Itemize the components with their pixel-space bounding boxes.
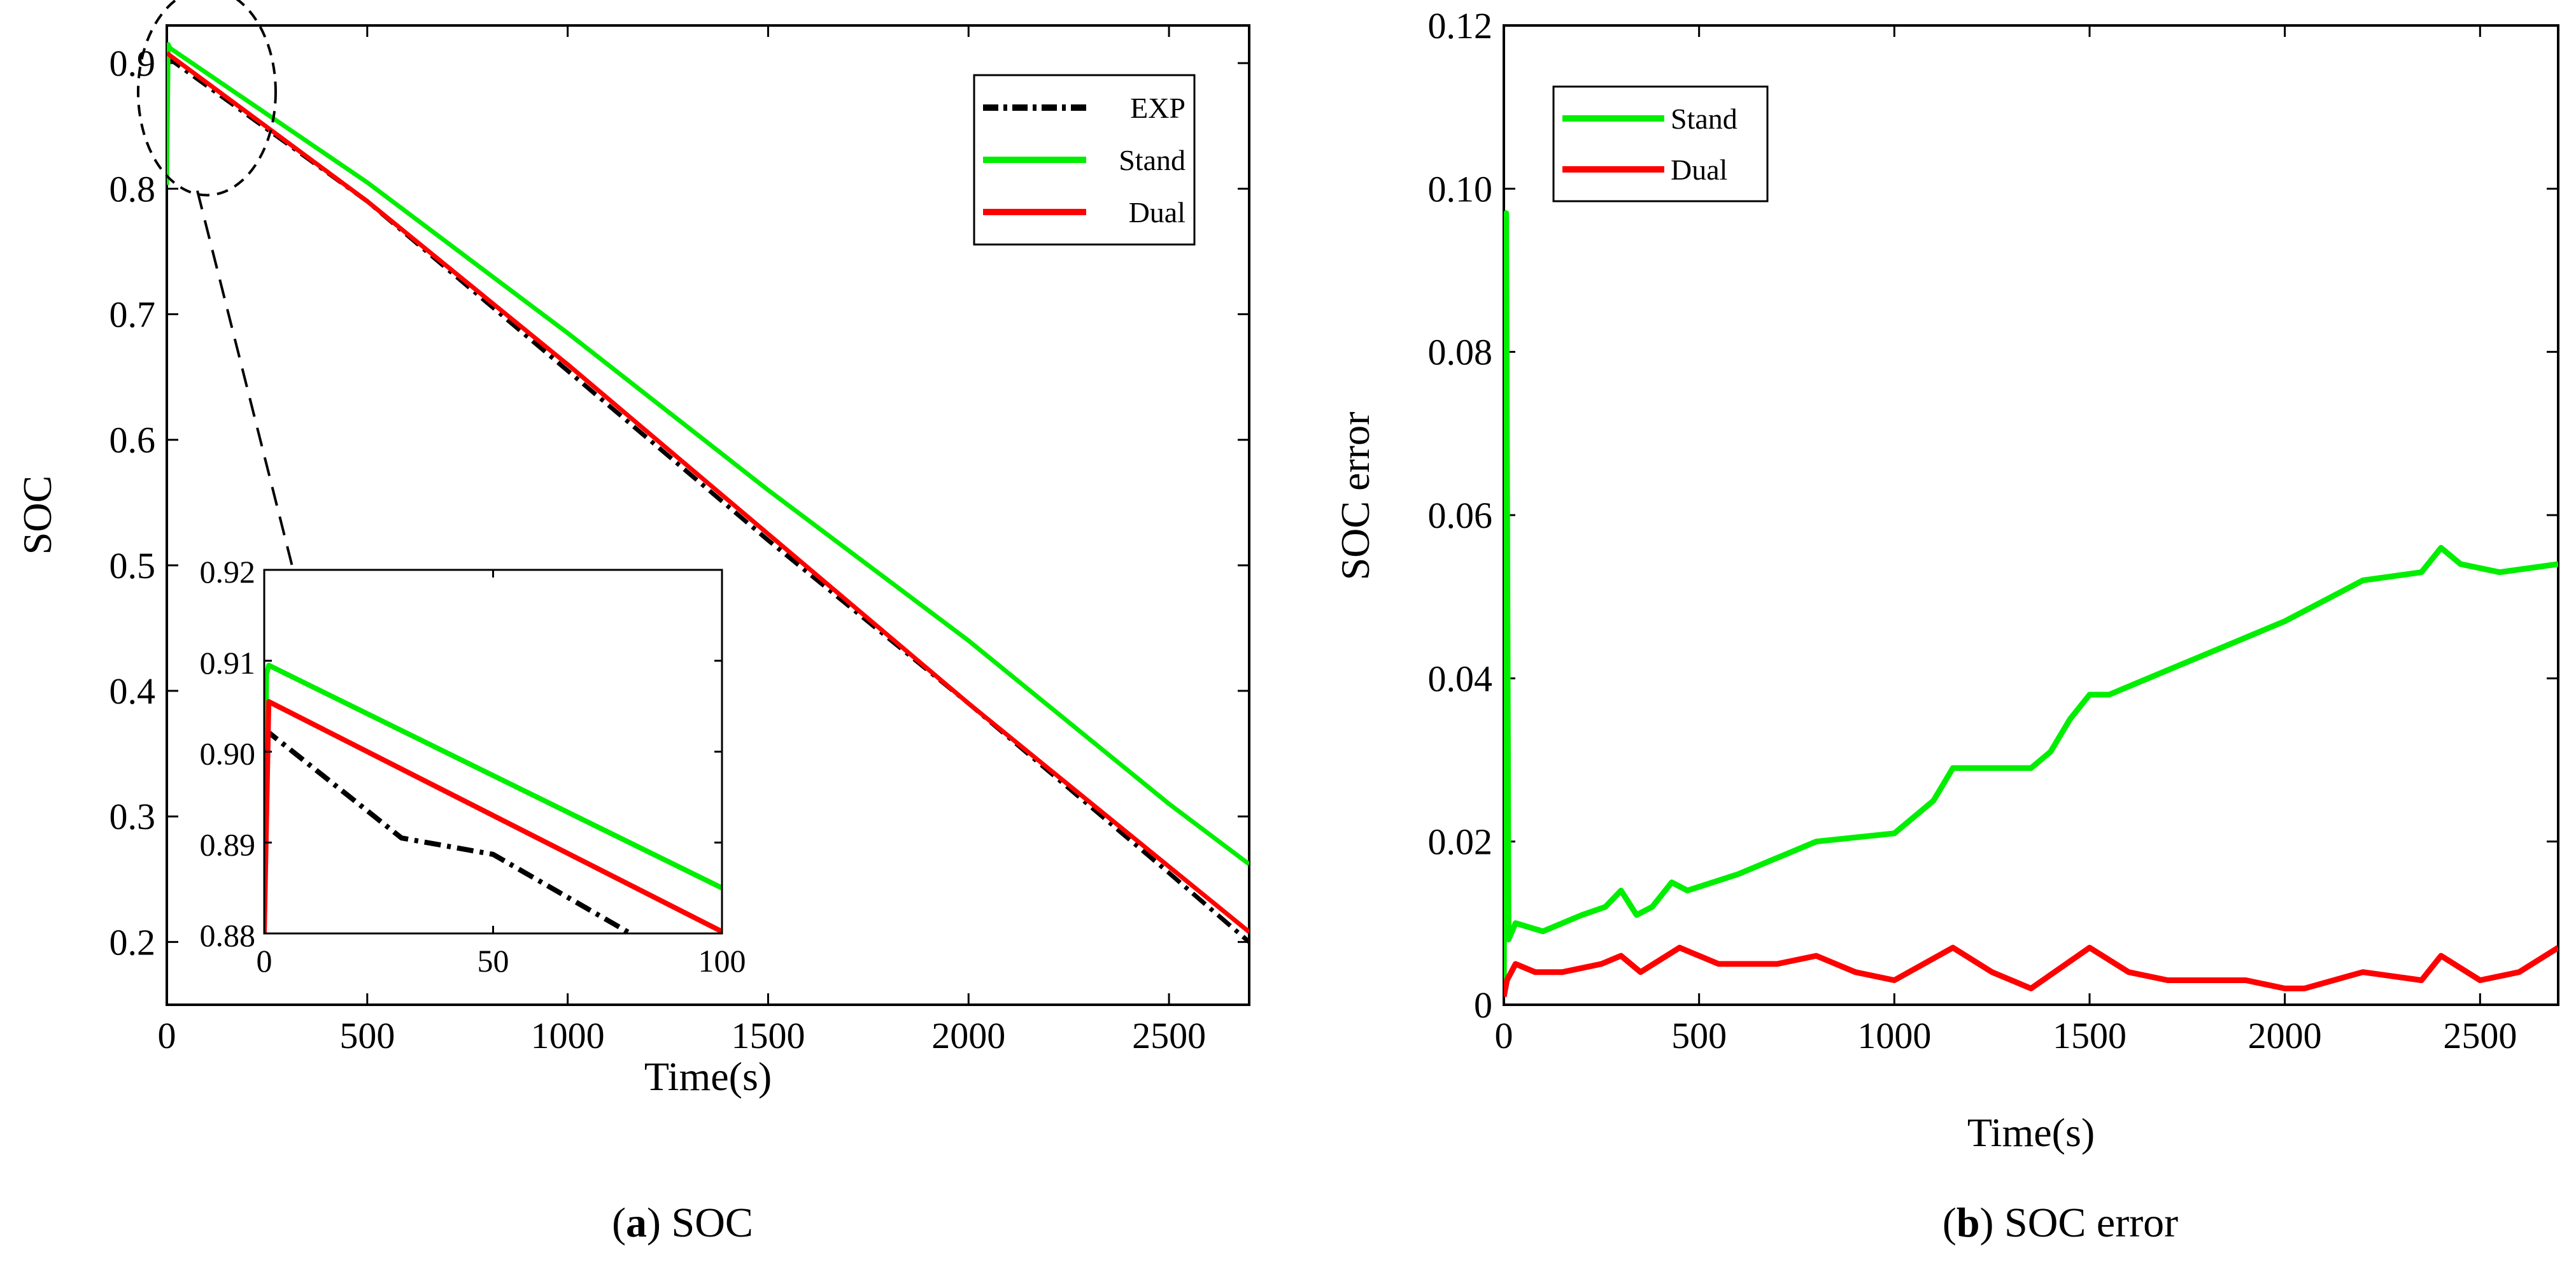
panel-a-caption: (a) SOC [612, 1200, 753, 1246]
panel-b-y-tick-label-0-02: 0.02 [1428, 821, 1493, 863]
panel-a-y-tick-label-0-6: 0.6 [110, 420, 156, 461]
panel-a-x-tick-label-1000: 1000 [531, 1015, 605, 1056]
panel-a-y-tick-label-0-9: 0.9 [110, 43, 156, 84]
inset-x-tick-label-100: 100 [698, 943, 746, 979]
panel-b-y-axis-label: SOC error [1333, 412, 1378, 581]
inset-y-tick-label-0-89: 0.89 [200, 826, 256, 862]
inset-background [264, 570, 722, 933]
panel-b-caption-close: ) [1980, 1200, 2004, 1246]
panel-b-caption: (b) SOC error [1943, 1200, 2178, 1246]
inset-x-tick-label-0: 0 [257, 943, 272, 979]
panel-b-y-tick-label-0-04: 0.04 [1428, 658, 1493, 699]
panel-b-x-tick-label-500: 500 [1671, 1015, 1727, 1056]
inset-series-dual [264, 699, 722, 933]
panel-a-y-tick-label-0-5: 0.5 [110, 545, 156, 586]
panel-a-x-axis-label: Time(s) [644, 1054, 772, 1099]
panel-a-y-tick-label-0-3: 0.3 [110, 796, 156, 837]
panel-a-plot-frame [166, 24, 1250, 1006]
inset-y-tick-label-0-92: 0.92 [200, 554, 256, 590]
panel-b-x-ticks: 0 500 1000 1500 2000 2500 [1495, 25, 2517, 1056]
panel-a-x-tick-label-1500: 1500 [731, 1015, 805, 1056]
inset-y-tick-label-0-88: 0.88 [200, 918, 256, 953]
panel-b-x-axis-label: Time(s) [1967, 1110, 2095, 1155]
panel-b-series-dual [1504, 944, 2558, 998]
panel-b: 0 500 1000 1500 2000 2500 0 0.02 0.04 0.06 0.08 0.… [1333, 5, 2559, 1246]
inset-y-tick-label-0-90: 0.90 [200, 736, 256, 772]
panel-a-x-tick-label-500: 500 [339, 1015, 395, 1056]
panel-b-caption-letter: b [1957, 1200, 1980, 1246]
panel-b-y-tick-label-0-08: 0.08 [1428, 332, 1493, 373]
panel-a-legend-label-dual: Dual [1129, 196, 1185, 229]
panel-b-y-tick-label-0-12: 0.12 [1428, 5, 1493, 46]
panel-b-x-tick-label-2000: 2000 [2248, 1015, 2322, 1056]
inset-y-tick-label-0-91: 0.91 [200, 645, 256, 681]
panel-a-legend-label-exp: EXP [1130, 92, 1185, 124]
panel-b-legend: Stand Dual [1552, 85, 1769, 202]
panel-a-caption-close: ) [647, 1200, 671, 1246]
panel-a-y-axis-label: SOC [15, 476, 60, 555]
panel-a-x-tick-label-0: 0 [158, 1015, 176, 1056]
panel-a-caption-open: ( [612, 1200, 626, 1246]
panel-a-y-ticks: 0.2 0.3 0.4 0.5 0.6 0.7 0.8 0.9 [110, 43, 1249, 963]
panel-b-legend-label-stand: Stand [1671, 103, 1737, 135]
panel-b-y-tick-label-0-10: 0.10 [1428, 168, 1493, 209]
inset-series-lines [264, 662, 722, 933]
panel-b-series-lines [1504, 210, 2558, 998]
panel-a-series-dual [167, 51, 1249, 934]
panel-a-inset: 0 50 100 0.88 0.89 0.90 0.91 0.92 [200, 554, 746, 979]
panel-b-x-tick-label-0: 0 [1495, 1015, 1513, 1056]
panel-b-caption-open: ( [1943, 1200, 1957, 1246]
panel-b-x-tick-label-2500: 2500 [2443, 1015, 2517, 1056]
panel-a-y-tick-label-0-2: 0.2 [110, 921, 156, 963]
panel-b-legend-box [1552, 85, 1769, 202]
inset-y-ticks: 0.88 0.89 0.90 0.91 0.92 [200, 554, 722, 953]
panel-b-x-tick-label-1500: 1500 [2053, 1015, 2127, 1056]
panel-a: 0 500 1000 1500 2000 2500 0.20.30.40.50.60.70… [15, 0, 1250, 1246]
panel-b-y-ticks: 0 0.02 0.04 0.06 0.08 0.10 0.12 [1428, 5, 2558, 1026]
panel-b-x-tick-label-1000: 1000 [1857, 1015, 1931, 1056]
panel-a-x-tick-label-2000: 2000 [931, 1015, 1005, 1056]
panel-a-y-tick-label-0-7: 0.7 [110, 294, 156, 336]
panel-a-y-tick-label-0-8: 0.8 [110, 168, 156, 209]
zoom-arrow [196, 190, 303, 591]
inset-series-exp [264, 727, 632, 933]
panel-a-series-stand [167, 42, 1249, 866]
panel-b-caption-text: SOC error [2004, 1200, 2178, 1246]
panel-b-y-tick-label-0: 0 [1474, 984, 1492, 1026]
inset-x-ticks: 0 50 100 [257, 570, 746, 979]
panel-a-x-ticks: 0 500 1000 1500 2000 2500 [158, 25, 1206, 1056]
zoom-region-ellipse [136, 0, 277, 197]
panel-a-caption-text: SOC [672, 1200, 753, 1246]
inset-x-tick-label-50: 50 [478, 943, 509, 979]
panel-b-legend-label-dual: Dual [1671, 153, 1727, 186]
panel-a-x-tick-label-2500: 2500 [1132, 1015, 1206, 1056]
panel-a-series-lines [167, 42, 1249, 944]
panel-b-y-tick-label-0-06: 0.06 [1428, 495, 1493, 536]
panel-b-series-stand [1504, 210, 2558, 997]
panel-a-y-tick-label-0-4: 0.4 [110, 670, 156, 712]
panel-a-legend-label-stand: Stand [1119, 144, 1185, 176]
panel-a-caption-letter: a [626, 1200, 647, 1246]
panel-a-legend: EXP Stand Dual [973, 74, 1196, 246]
